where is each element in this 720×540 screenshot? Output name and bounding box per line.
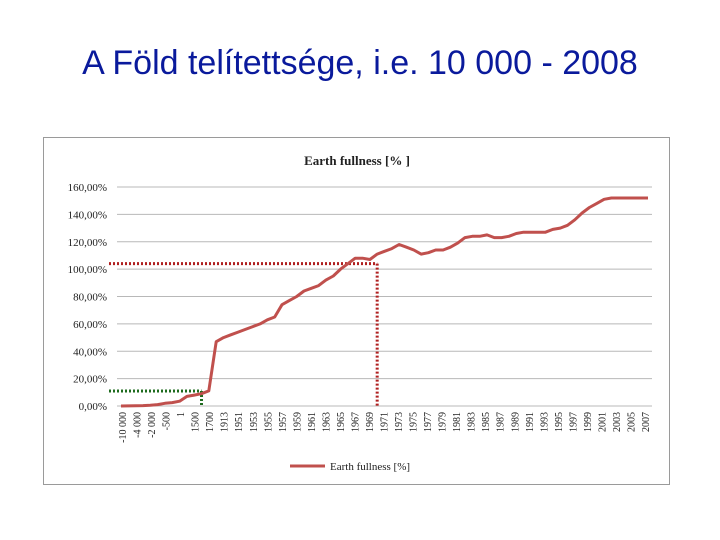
x-tick-label: 1913 [220, 412, 231, 432]
x-tick-label: -10 000 [118, 412, 129, 443]
x-tick-label: 1959 [292, 412, 303, 432]
x-tick-label: 1957 [278, 412, 289, 432]
x-tick-label: 2005 [626, 412, 637, 432]
chart-frame: Earth fullness [% ] 0,00% 20,00% 40,00% 60,0… [43, 137, 670, 485]
x-tick-label: 1993 [539, 412, 550, 432]
x-tick-label: 1973 [394, 412, 405, 432]
x-tick-label: 1955 [263, 412, 274, 432]
x-tick-label: 1977 [423, 412, 434, 432]
x-tick-label: -2 000 [147, 412, 158, 438]
x-tick-label: 1989 [510, 412, 521, 432]
x-tick-label: -4 000 [133, 412, 144, 438]
x-tick-label: 1953 [249, 412, 260, 432]
x-tick-label: 1969 [365, 412, 376, 432]
slide-title: A Föld telítettsége, i.e. 10 000 - 2008 [82, 44, 638, 82]
x-tick-label: 1 [176, 412, 187, 417]
legend-label: Earth fullness [%] [330, 461, 410, 473]
x-tick-label: 1975 [409, 412, 420, 432]
x-tick-label: 1971 [380, 412, 391, 432]
x-tick-label: 1965 [336, 412, 347, 432]
x-tick-label: 1987 [496, 412, 507, 432]
x-tick-label: 1997 [568, 412, 579, 432]
x-tick-label: 1979 [438, 412, 449, 432]
earth-fullness-chart: Earth fullness [% ] 0,00% 20,00% 40,00% 60,0… [68, 153, 652, 473]
y-tick-label: 20,00% [73, 374, 107, 386]
x-tick-label: 1985 [481, 412, 492, 432]
y-tick-label: 0,00% [79, 401, 107, 413]
x-tick-label: 1963 [321, 412, 332, 432]
series-line [120, 196, 648, 408]
y-tick-label: 60,00% [73, 319, 107, 331]
x-tick-label: 1999 [583, 412, 594, 432]
x-tick-label: -500 [162, 412, 173, 430]
y-tick-label: 100,00% [68, 264, 107, 276]
chart-title: Earth fullness [% ] [304, 153, 410, 168]
x-tick-label: 1991 [525, 412, 536, 432]
x-tick-label: 2007 [641, 412, 652, 432]
y-tick-label: 80,00% [73, 292, 107, 304]
y-tick-label: 160,00% [68, 182, 107, 194]
x-tick-label: 1951 [234, 412, 245, 432]
x-tick-label: 1700 [205, 412, 216, 432]
y-tick-label: 140,00% [68, 209, 107, 221]
x-tick-label: 2001 [597, 412, 608, 432]
y-tick-label: 120,00% [68, 237, 107, 249]
x-tick-label: 1995 [554, 412, 565, 432]
y-tick-label: 40,00% [73, 346, 107, 358]
x-tick-label: 1983 [467, 412, 478, 432]
x-tick-label: 2003 [612, 412, 623, 432]
x-tick-label: 1981 [452, 412, 463, 432]
x-tick-label: 1961 [307, 412, 318, 432]
x-tick-label: 1500 [191, 412, 202, 432]
x-tick-label: 1967 [350, 412, 361, 432]
